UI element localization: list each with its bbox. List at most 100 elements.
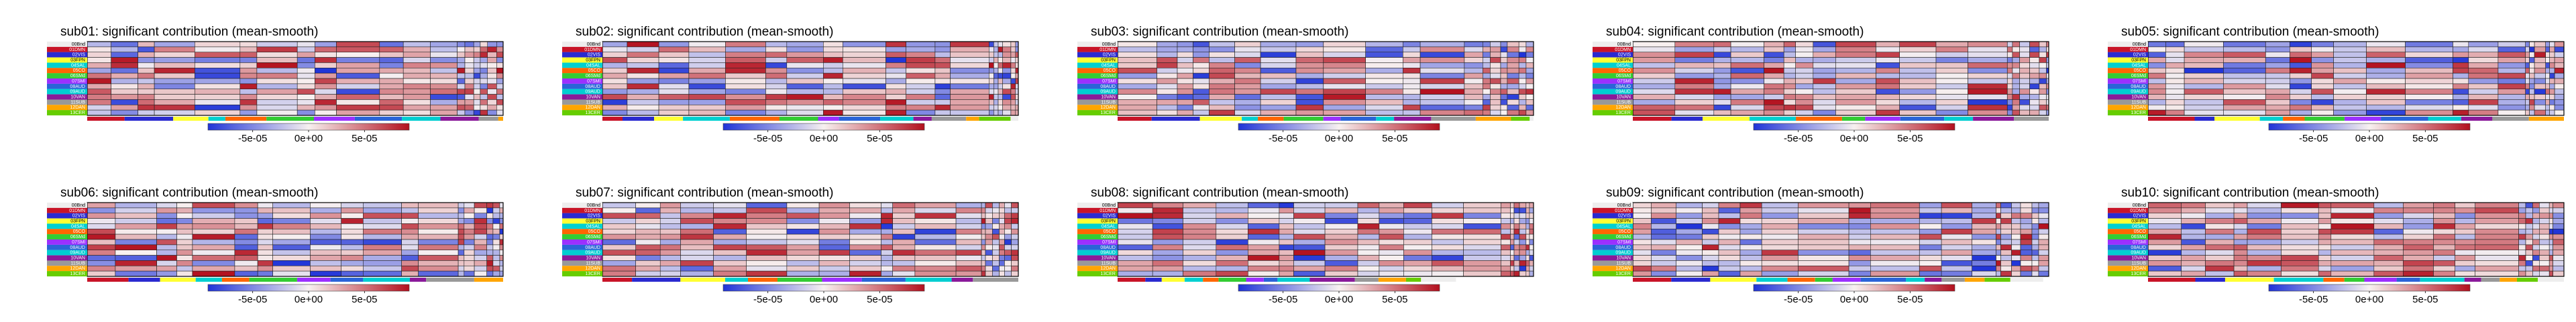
- heatmap-cell: [1295, 52, 1324, 58]
- heatmap-cell: [2529, 99, 2535, 105]
- heatmap-cell: [1379, 228, 1404, 235]
- heatmap-cell: [1432, 223, 1464, 229]
- heatmap-cell: [1525, 250, 1530, 256]
- heatmap-cell: [156, 255, 177, 261]
- heatmap-cell: [1432, 239, 1464, 246]
- colorbar: [207, 123, 410, 131]
- heatmap-cell: [1117, 46, 1157, 53]
- row-label: 08AUD: [585, 246, 600, 250]
- heatmap-cell: [1011, 250, 1019, 256]
- heatmap-cell: [2518, 250, 2526, 256]
- heatmap-cell: [1783, 46, 1796, 53]
- heatmap-cell: [341, 244, 364, 251]
- heatmap-cell: [1293, 207, 1326, 214]
- heatmap-cell: [1015, 62, 1019, 68]
- row-label: 08AUD: [1100, 246, 1116, 250]
- heatmap-cell: [1783, 94, 1796, 100]
- row-label: 11SUB: [1616, 100, 1631, 105]
- heatmap-cell: [1177, 89, 1193, 95]
- heatmap-cell: [885, 67, 907, 74]
- heatmap-cell: [1739, 228, 1762, 235]
- heatmap-cell: [2019, 89, 2030, 95]
- heatmap-cell: [1463, 255, 1501, 261]
- heatmap-cell: [239, 83, 258, 90]
- heatmap-cell: [1730, 46, 1764, 53]
- heatmap-cell: [1513, 266, 1520, 272]
- heatmap-cell: [1513, 202, 1520, 209]
- heatmap-cell: [1183, 233, 1217, 240]
- heatmap-cell: [1279, 260, 1294, 266]
- heatmap-cell: [379, 67, 404, 74]
- row-label-band: [562, 57, 602, 63]
- column-label-band: [1199, 117, 1242, 121]
- heatmap-cell: [486, 207, 494, 214]
- heatmap-cell: [1002, 78, 1012, 85]
- heatmap-cell: [1004, 239, 1012, 246]
- heatmap-cell: [401, 233, 419, 240]
- heatmap-cell: [993, 57, 999, 63]
- heatmap-cell: [1795, 89, 1814, 95]
- heatmap-cell: [658, 62, 690, 68]
- heatmap-cell: [486, 239, 494, 246]
- heatmap-cell: [1357, 250, 1380, 256]
- heatmap-cell: [480, 78, 488, 85]
- column-label-band: [2148, 117, 2195, 121]
- heatmap-cell: [1117, 207, 1153, 214]
- heatmap-cell: [1507, 57, 1519, 63]
- heatmap-cell: [1972, 266, 1996, 272]
- heatmap-cell: [1764, 41, 1784, 48]
- heatmap-cell: [1247, 266, 1280, 272]
- heatmap-cell: [1010, 57, 1016, 63]
- heatmap-cell: [1518, 99, 1527, 105]
- colorbar-tick-label: 0e+00: [294, 133, 323, 144]
- heatmap-cell: [881, 228, 894, 235]
- heatmap-cell: [1702, 233, 1719, 240]
- heatmap-cell: [1234, 52, 1261, 58]
- heatmap-cell: [1464, 105, 1483, 111]
- heatmap-cell: [2039, 62, 2047, 68]
- heatmap-cell: [1519, 213, 1527, 219]
- heatmap-cell: [1193, 78, 1210, 85]
- heatmap-cell: [2318, 250, 2332, 256]
- heatmap-cell: [818, 218, 850, 224]
- heatmap-cell: [314, 72, 337, 79]
- heatmap-cell: [1152, 218, 1183, 224]
- heatmap-cell: [999, 260, 1005, 266]
- heatmap-cell: [1177, 105, 1193, 111]
- heatmap-cell: [2020, 270, 2033, 277]
- heatmap-cell: [981, 244, 986, 251]
- heatmap-cell: [1464, 57, 1483, 63]
- heatmap-cell: [1941, 233, 1972, 240]
- heatmap-cell: [2554, 52, 2565, 58]
- heatmap-cell: [1365, 78, 1403, 85]
- heatmap-cell: [2403, 255, 2434, 261]
- heatmap-panel-3: sub03: significant contribution (mean-sm…: [1057, 25, 1554, 161]
- heatmap-cell: [1323, 52, 1366, 58]
- heatmap-cell: [2333, 57, 2367, 63]
- column-label-band: [1750, 117, 1796, 121]
- column-label-band: [2500, 278, 2517, 282]
- heatmap-cell: [341, 223, 364, 229]
- heatmap-cell: [659, 202, 681, 209]
- heatmap-cell: [1209, 89, 1235, 95]
- heatmap-cell: [1876, 105, 1900, 111]
- column-label-band: [297, 278, 331, 282]
- heatmap-cell: [2548, 239, 2553, 246]
- heatmap-cell: [822, 57, 843, 63]
- column-label-band: [128, 278, 160, 282]
- heatmap-cell: [1835, 89, 1876, 95]
- heatmap-cell: [138, 105, 155, 111]
- heatmap-cell: [1739, 266, 1762, 272]
- heatmap-cell: [2532, 250, 2540, 256]
- heatmap-cell: [2031, 218, 2039, 224]
- colorbar-tick-label: 0e+00: [1840, 133, 1868, 144]
- heatmap-cell: [992, 239, 1000, 246]
- heatmap-cell: [2455, 218, 2476, 224]
- heatmap-cell: [341, 228, 364, 235]
- row-label-band: [1077, 223, 1118, 229]
- colorbar: [207, 284, 410, 292]
- heatmap-cell: [474, 266, 487, 272]
- heatmap-cell: [602, 218, 637, 224]
- heatmap-cell: [1403, 270, 1432, 277]
- row-label-band: [562, 271, 602, 276]
